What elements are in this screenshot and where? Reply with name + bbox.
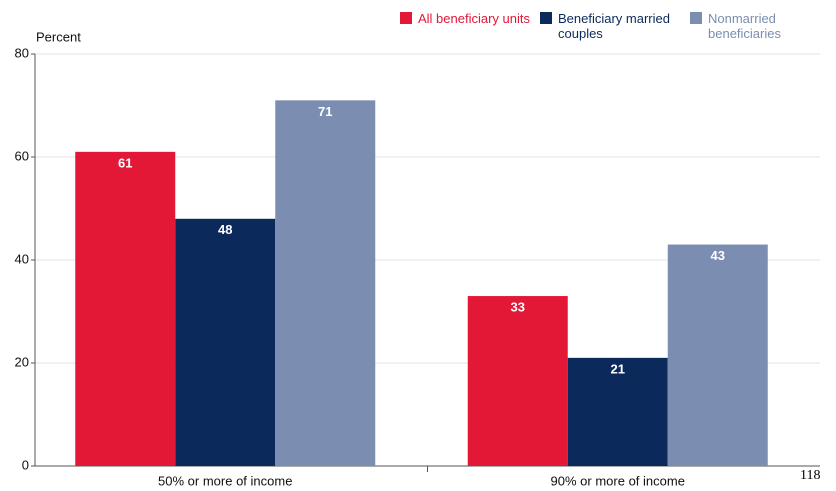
y-tick-label: 80 — [15, 45, 29, 60]
y-tick-label: 40 — [15, 251, 29, 266]
legend-swatch — [690, 12, 702, 24]
legend-label: Beneficiary married couples — [558, 11, 670, 41]
page-number: 118 — [800, 468, 821, 483]
value-label: 61 — [118, 155, 132, 170]
legend-label: All beneficiary units — [418, 11, 530, 26]
legend-swatch — [400, 12, 412, 24]
y-tick-label: 60 — [15, 148, 29, 163]
value-label: 71 — [318, 104, 332, 119]
y-tick-label: 0 — [22, 457, 29, 472]
legend-swatch — [540, 12, 552, 24]
bar — [275, 100, 376, 466]
value-label: 48 — [218, 222, 232, 237]
x-tick-label: 50% or more of income — [158, 473, 292, 488]
legend-label: Nonmarried beneficiaries — [708, 11, 781, 41]
bar — [175, 218, 276, 466]
bar — [567, 357, 668, 466]
value-label: 21 — [611, 361, 625, 376]
y-axis-label: Percent — [36, 29, 81, 44]
bar — [75, 151, 176, 466]
bar — [667, 244, 768, 466]
bar — [467, 296, 568, 466]
x-tick-label: 90% or more of income — [551, 473, 685, 488]
y-tick-label: 20 — [15, 354, 29, 369]
value-label: 43 — [711, 248, 725, 263]
value-label: 33 — [511, 299, 525, 314]
